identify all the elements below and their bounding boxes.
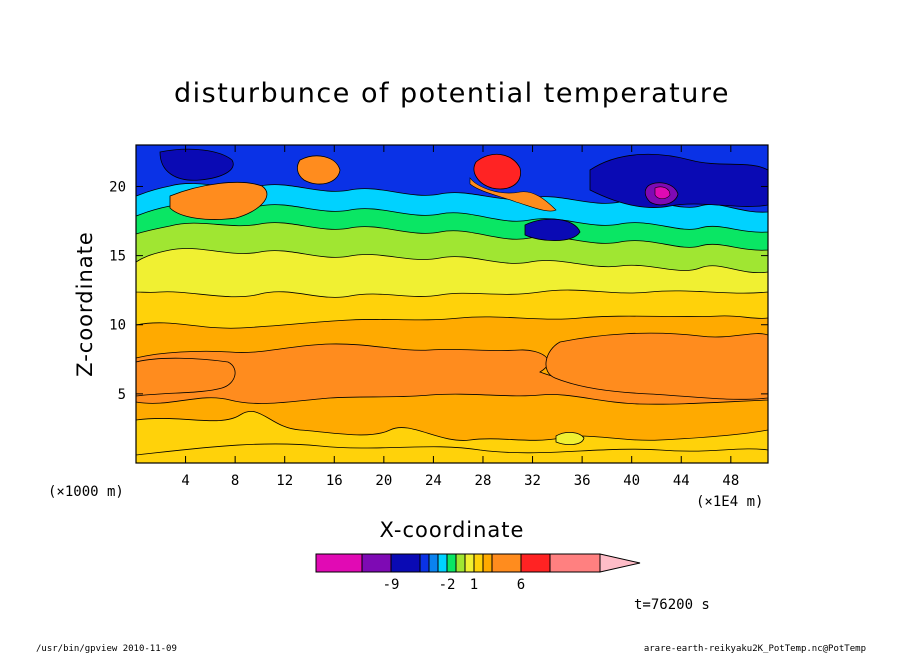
colorbar-bin: [482, 553, 493, 573]
x-tick-label: 40: [623, 473, 640, 489]
hot-spot-29: [473, 154, 521, 190]
colorbar-label: 1: [470, 577, 478, 593]
warm-pocket-left: [136, 357, 236, 397]
upper-deep-blue: [159, 148, 768, 242]
x-tick-label: 4: [181, 473, 189, 489]
y-tick-label: 15: [109, 249, 126, 265]
x-tick-label: 36: [574, 473, 591, 489]
colorbar-bin: [473, 553, 484, 573]
colorbar-bin: [599, 553, 641, 573]
y-tick-label: 10: [109, 318, 126, 334]
colorbar: -9 -2 1 6: [315, 553, 641, 593]
colorbar-bin: [549, 553, 601, 573]
warm-blob-upper-left: [169, 181, 268, 220]
x-tick-label: 20: [375, 473, 392, 489]
x-tick-label: 32: [524, 473, 541, 489]
colorbar-bin: [446, 553, 457, 573]
y-axis-label: Z-coordinate: [73, 231, 97, 377]
colorbar-bin: [491, 553, 522, 573]
warm-blob-upper-mid: [296, 155, 341, 185]
colorbar-label: 6: [517, 577, 525, 593]
warm-core-right: [545, 332, 768, 400]
mid-contour-line: [136, 443, 768, 456]
x-tick-label: 48: [722, 473, 739, 489]
y-tick-label: 20: [109, 179, 126, 195]
footer-right: arare-earth-reikyaku2K_PotTemp.nc@PotTem…: [644, 644, 866, 654]
x-axis-label: X-coordinate: [380, 518, 525, 542]
x-tick-label: 8: [231, 473, 239, 489]
x-tick-label: 12: [276, 473, 293, 489]
y-axis: 5 10 15 20: [109, 179, 768, 403]
time-label: t=76200 s: [634, 597, 710, 613]
footer-left: /usr/bin/gpview 2010-11-09: [36, 644, 177, 654]
colorbar-bin: [428, 553, 439, 573]
x-axis: 4 8 12 16 20 24 28 32 36 40 44 48: [181, 145, 739, 489]
plot-frame: [135, 144, 769, 464]
y-tick-label: 5: [118, 387, 126, 403]
x-tick-label: 28: [475, 473, 492, 489]
x-tick-label: 16: [326, 473, 343, 489]
low-warm-patch: [555, 432, 585, 446]
colorbar-label: -2: [439, 577, 456, 593]
x-tick-label: 24: [425, 473, 442, 489]
colorbar-bin: [390, 553, 421, 573]
plot-area: [136, 145, 768, 463]
colorbar-bin: [520, 553, 551, 573]
colorbar-bin: [361, 553, 392, 573]
x-tick-label: 44: [673, 473, 690, 489]
chart-title: disturbunce of potential temperature: [174, 78, 730, 109]
hot-spot-29-halo: [469, 177, 557, 212]
colorbar-bin: [464, 553, 475, 573]
y-unit-label: (×1000 m): [48, 484, 124, 500]
colorbar-bin: [315, 553, 363, 573]
colorbar-bin: [455, 553, 466, 573]
colorbar-bin: [437, 553, 448, 573]
colorbar-label: -9: [383, 577, 400, 593]
cold-spot-42-core: [654, 186, 671, 200]
colorbar-bin: [419, 553, 430, 573]
x-unit-label: (×1E4 m): [696, 494, 763, 510]
